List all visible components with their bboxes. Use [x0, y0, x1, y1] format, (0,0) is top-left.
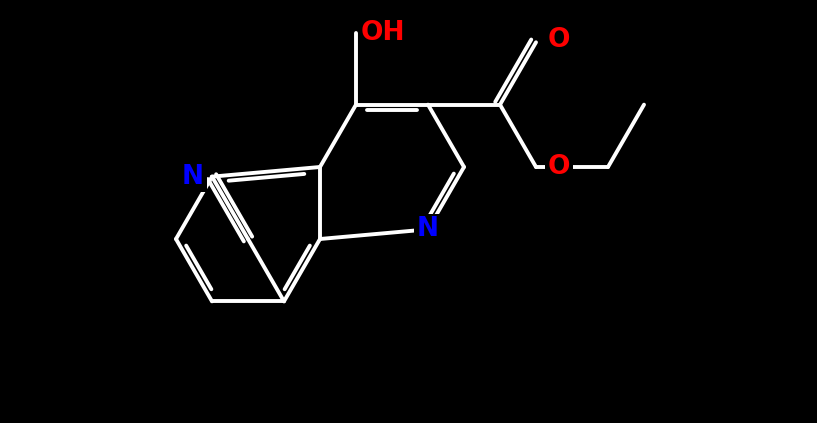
Text: O: O: [548, 154, 570, 180]
Text: N: N: [417, 216, 439, 242]
Text: OH: OH: [361, 19, 405, 46]
Text: O: O: [548, 27, 570, 53]
Text: N: N: [182, 164, 204, 190]
